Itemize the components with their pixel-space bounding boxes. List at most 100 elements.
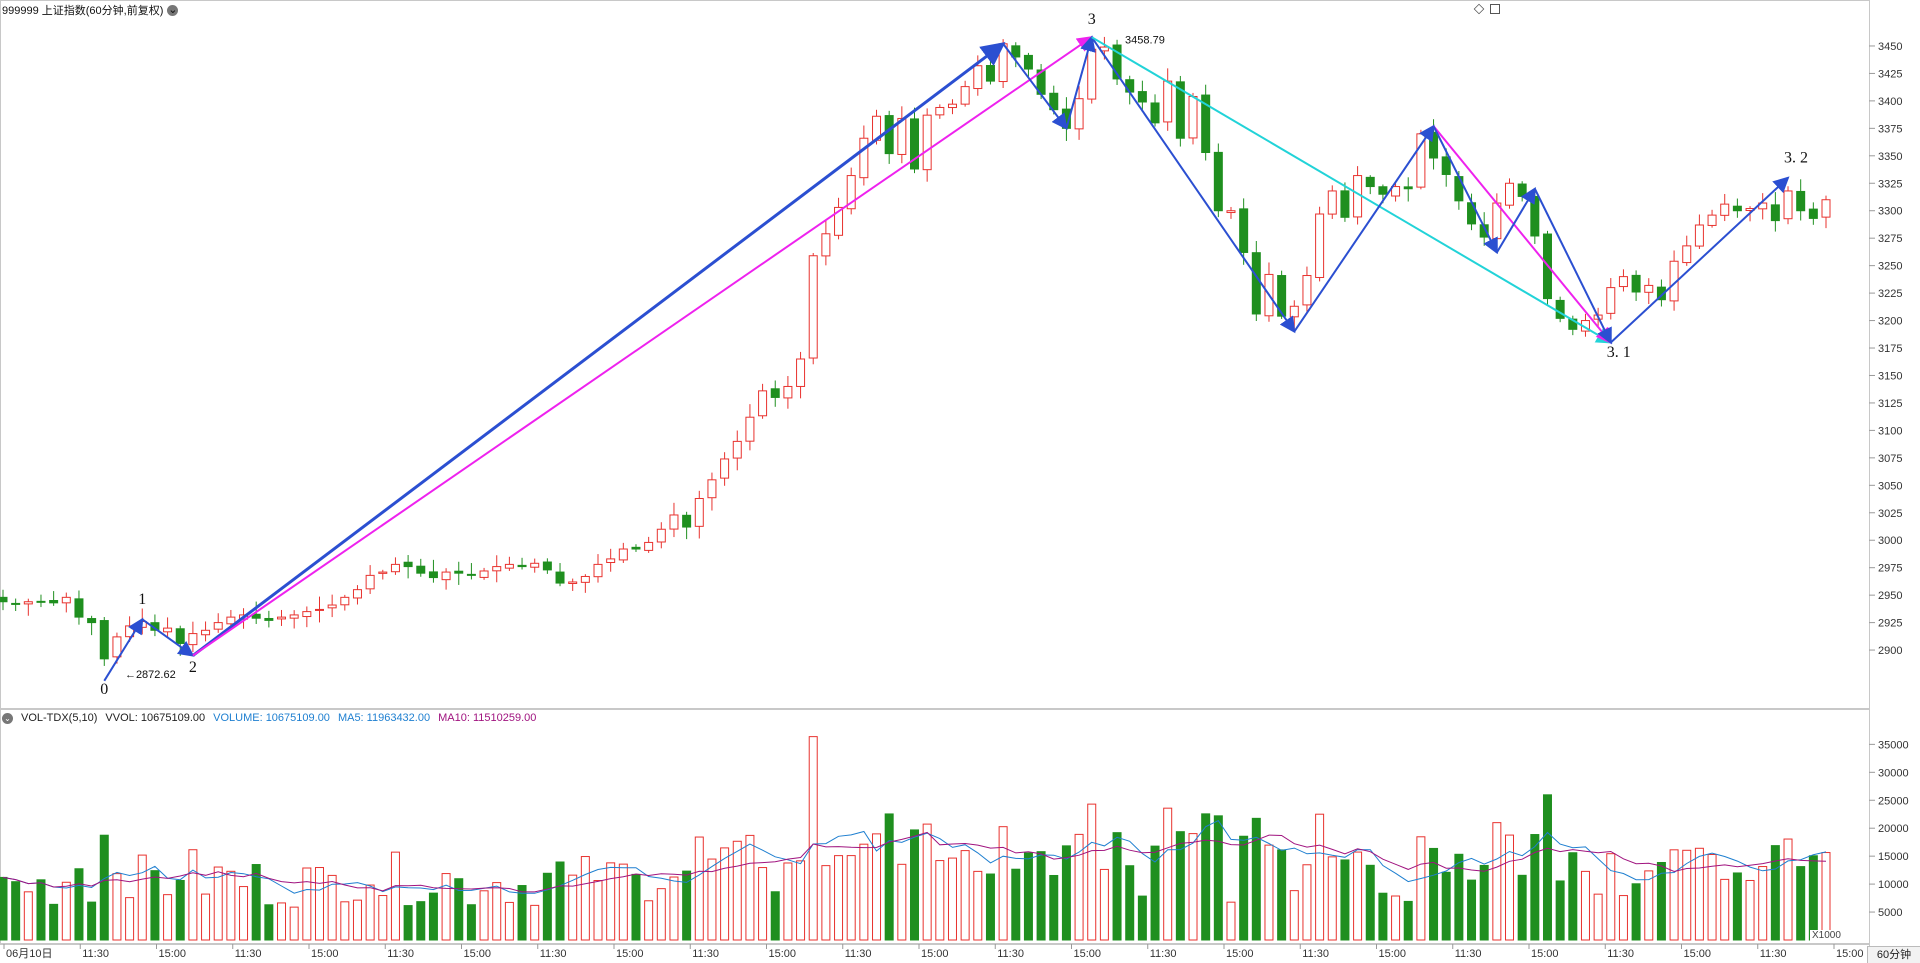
candle-up — [618, 548, 628, 561]
candle-down — [1150, 102, 1160, 124]
chevron-down-icon[interactable]: ⌄ — [2, 712, 13, 724]
candle-down — [555, 571, 565, 584]
volume-bar-up — [1226, 901, 1236, 941]
volume-bar-down — [1467, 879, 1477, 941]
volume-bar-up — [783, 862, 793, 941]
candle-down — [0, 596, 8, 603]
price-extreme-label: ←2872.62 — [125, 669, 176, 681]
volume-bar-down — [1631, 883, 1641, 941]
volume-bar-up — [1505, 834, 1515, 941]
volume-bar-down — [416, 901, 426, 941]
volume-bar-up — [1302, 864, 1312, 941]
time-tick-label: 15:00 — [1379, 948, 1407, 960]
wave-label: 3. 1 — [1607, 344, 1631, 361]
volume-bar-up — [201, 893, 211, 941]
volume-bar-up — [1188, 833, 1198, 941]
volume-bar-up — [1644, 870, 1654, 941]
volume-bar-down — [1770, 845, 1780, 941]
candle-down — [49, 600, 59, 604]
candle-up — [1074, 98, 1084, 130]
candle-up — [504, 563, 514, 569]
candle-up — [758, 390, 768, 417]
time-tick-label: 15:00 — [921, 948, 949, 960]
volume-tick-label: 30000 — [1878, 767, 1909, 779]
volume-bar-down — [1201, 813, 1211, 941]
wave-arrow — [1495, 187, 1536, 253]
volume-bar-down — [264, 904, 274, 941]
volume-bar-up — [302, 867, 312, 941]
volume-bar-up — [289, 906, 299, 941]
volume-bar-up — [23, 891, 33, 941]
candle-up — [314, 608, 324, 611]
candle-down — [428, 571, 438, 579]
candle-down — [542, 561, 552, 571]
ma5-readout: MA5: 11963432.00 — [337, 712, 431, 724]
volume-bar-down — [1479, 864, 1489, 941]
wave-arrow — [1293, 124, 1435, 333]
candle-down — [1378, 186, 1388, 195]
volume-tick-label: 20000 — [1878, 823, 1909, 835]
candle-up — [1783, 190, 1793, 220]
candle-down — [884, 115, 894, 155]
candle-down — [99, 620, 109, 660]
candle-down — [36, 600, 46, 603]
candle-up — [796, 358, 806, 387]
candle-up — [568, 581, 578, 584]
price-tick-label: 3100 — [1878, 425, 1902, 437]
volume-bar-up — [796, 860, 806, 941]
volume-bar-down — [631, 873, 641, 941]
panel-icon[interactable] — [1490, 4, 1500, 14]
price-tick-label: 3375 — [1878, 123, 1902, 135]
volume-bar-down — [1112, 832, 1122, 941]
volume-bar-down — [0, 876, 8, 941]
price-tick-label: 3275 — [1878, 233, 1902, 245]
candle-up — [365, 574, 375, 590]
price-tick-label: 3300 — [1878, 206, 1902, 218]
wave-arrow — [1533, 188, 1612, 345]
candle-up — [492, 566, 502, 572]
volume-bar-up — [1099, 868, 1109, 941]
time-tick-label: 15:00 — [616, 948, 644, 960]
volume-bar-up — [834, 855, 844, 941]
volume-bar-up — [821, 865, 831, 941]
volume-bar-down — [1429, 847, 1439, 941]
volume-bar-up — [947, 857, 957, 941]
chart-title-bar: 999999 上证指数(60分钟,前复权) ⌄ — [2, 2, 179, 18]
candle-up — [213, 622, 223, 630]
volume-bar-up — [378, 895, 388, 941]
candle-down — [454, 570, 464, 574]
candle-down — [910, 118, 919, 170]
volume-bar-up — [1593, 893, 1603, 941]
volume-bar-down — [1517, 874, 1527, 941]
candle-up — [188, 633, 198, 646]
volume-bar-down — [1061, 845, 1071, 941]
candle-down — [1175, 81, 1185, 139]
candle-up — [669, 514, 679, 530]
chevron-down-icon[interactable]: ⌄ — [167, 3, 179, 16]
wave-arrow — [1091, 36, 1613, 344]
wave-label: 0 — [100, 681, 108, 698]
volume-bar-down — [150, 870, 160, 941]
candle-down — [1403, 186, 1413, 190]
volume-bar-up — [239, 886, 249, 941]
volume-bar-down — [1049, 874, 1059, 941]
volume-bar-down — [1011, 868, 1021, 941]
indicator-bar: ⌄ VOL-TDX(5,10) VVOL: 10675109.00 VOLUME… — [2, 711, 536, 725]
volume-bar-up — [390, 851, 400, 941]
period-button[interactable]: 60分钟 — [1867, 946, 1920, 963]
volume-bar-up — [846, 855, 856, 941]
candle-down — [985, 65, 995, 82]
candle-up — [479, 570, 489, 578]
candle-up — [846, 175, 856, 210]
candle-up — [732, 440, 742, 459]
candle-up — [694, 497, 704, 527]
wave-arrow — [192, 36, 1094, 657]
candle-down — [264, 617, 274, 621]
candle-down — [403, 561, 413, 568]
time-tick-label: 15:00 — [1226, 948, 1254, 960]
chart-controls — [1473, 3, 1500, 15]
volume-bar-up — [441, 873, 451, 941]
candle-up — [112, 636, 122, 658]
candle-up — [935, 106, 945, 116]
volume-bar-down — [1340, 859, 1350, 941]
